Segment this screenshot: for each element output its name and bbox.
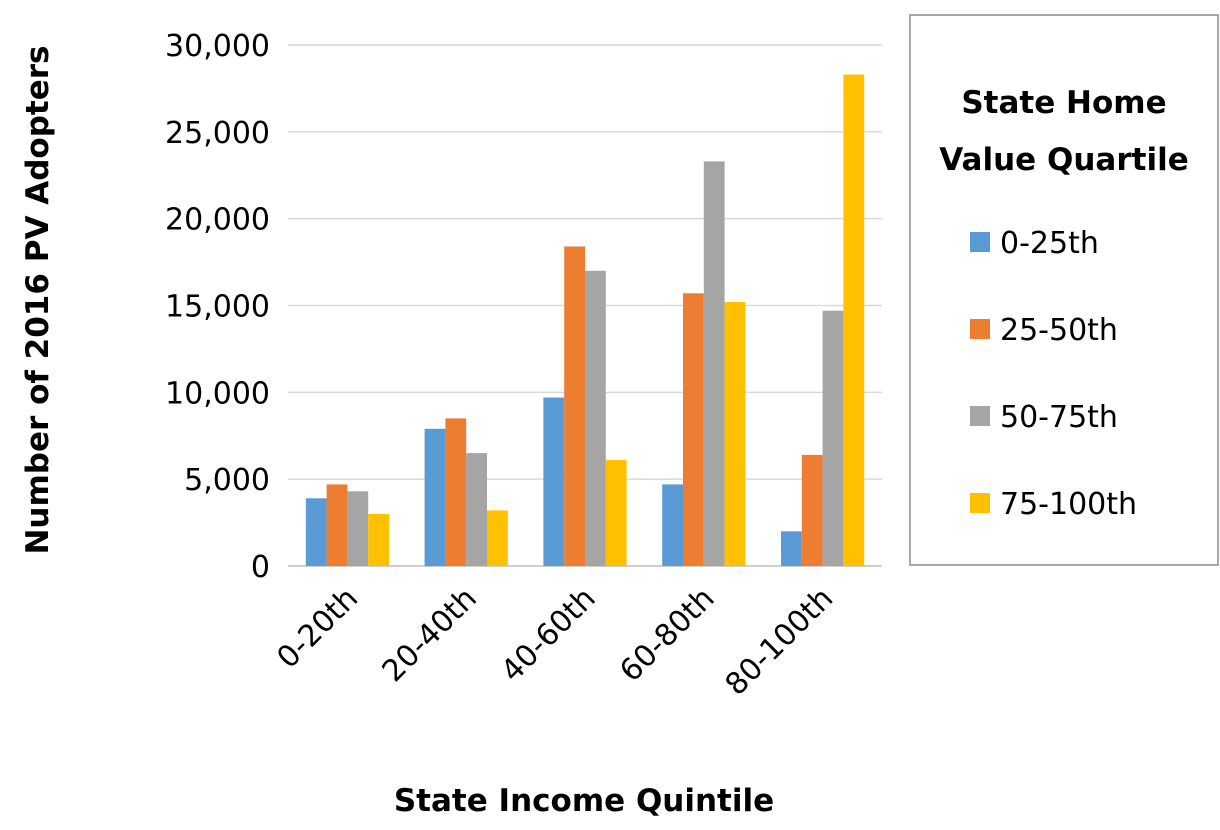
legend-items: 0-25th 25-50th 50-75th 75-100th bbox=[970, 226, 1137, 522]
legend-title-line-1: State Home bbox=[961, 85, 1166, 121]
bar bbox=[543, 397, 565, 566]
y-axis-ticks: 0 5,000 10,000 15,000 20,000 25,000 30,000 bbox=[165, 29, 270, 585]
bar bbox=[368, 513, 389, 566]
legend-swatch bbox=[970, 493, 990, 513]
legend-label: 0-25th bbox=[1000, 226, 1099, 261]
bar bbox=[347, 491, 369, 566]
bar bbox=[781, 531, 802, 566]
y-tick-label: 10,000 bbox=[165, 376, 270, 411]
legend-swatch bbox=[970, 406, 990, 426]
legend-swatch bbox=[970, 319, 990, 339]
bar bbox=[662, 484, 683, 566]
bar bbox=[424, 428, 446, 566]
bar bbox=[605, 460, 627, 566]
y-tick-label: 30,000 bbox=[165, 29, 270, 64]
bar bbox=[801, 454, 823, 566]
legend-box bbox=[909, 14, 1219, 566]
bar bbox=[703, 161, 725, 566]
bar bbox=[683, 293, 704, 566]
bars bbox=[305, 74, 865, 566]
legend-label: 50-75th bbox=[1000, 400, 1118, 435]
x-axis-title: State Income Quintile bbox=[394, 783, 774, 819]
x-tick-label: 80-100th bbox=[719, 581, 841, 703]
y-tick-label: 25,000 bbox=[165, 116, 270, 151]
y-tick-label: 5,000 bbox=[184, 463, 270, 498]
legend-swatch bbox=[970, 232, 990, 252]
bar bbox=[487, 510, 508, 566]
bar bbox=[843, 74, 865, 566]
y-tick-label: 15,000 bbox=[165, 290, 270, 325]
bar bbox=[822, 310, 844, 566]
x-tick-label: 60-80th bbox=[613, 581, 721, 689]
x-tick-label: 40-60th bbox=[495, 581, 603, 689]
x-tick-label: 20-40th bbox=[376, 581, 484, 689]
y-axis-title: Number of 2016 PV Adopters bbox=[20, 45, 56, 554]
legend-title-line-2: Value Quartile bbox=[939, 142, 1188, 178]
legend-label: 25-50th bbox=[1000, 313, 1118, 348]
bar bbox=[466, 453, 487, 566]
bar bbox=[445, 418, 467, 566]
bar bbox=[326, 484, 348, 566]
bar bbox=[724, 302, 746, 566]
y-tick-label: 0 bbox=[251, 550, 270, 585]
x-tick-label: 0-20th bbox=[270, 581, 365, 676]
legend: State Home Value Quartile 0-25th 25-50th 5… bbox=[909, 14, 1219, 566]
y-tick-label: 20,000 bbox=[165, 203, 270, 238]
bar bbox=[305, 498, 327, 566]
bar bbox=[585, 270, 606, 566]
bar bbox=[564, 246, 585, 566]
legend-label: 75-100th bbox=[1000, 487, 1137, 522]
